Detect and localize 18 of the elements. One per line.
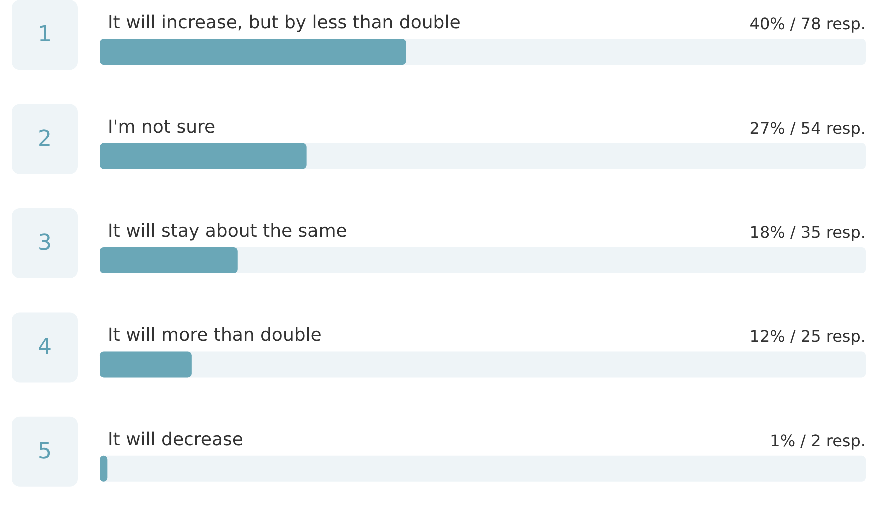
bar — [100, 456, 108, 482]
bar — [100, 248, 238, 274]
y-tick-label: It will more than double — [108, 325, 322, 346]
data-label: 40% / 78 resp. — [750, 14, 866, 34]
data-label: 1% / 2 resp. — [770, 431, 866, 450]
bar — [100, 352, 192, 378]
text: 5 — [38, 439, 52, 464]
y-tick-label: I'm not sure — [108, 116, 216, 138]
y-tick-label: It will stay about the same — [108, 221, 348, 242]
data-label: 12% / 25 resp. — [750, 327, 866, 346]
data-label: 18% / 35 resp. — [750, 223, 866, 242]
text: 4 — [38, 335, 52, 360]
y-tick-label: It will decrease — [108, 429, 244, 450]
text: 1 — [38, 22, 52, 48]
text: 3 — [38, 231, 52, 256]
y-tick-label: It will increase, but by less than double — [108, 12, 461, 34]
text: 2 — [38, 126, 52, 152]
data-label: 27% / 54 resp. — [750, 118, 866, 138]
